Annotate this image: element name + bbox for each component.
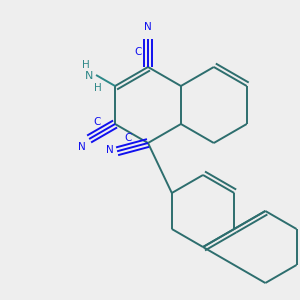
Text: N: N — [144, 22, 152, 32]
Text: N: N — [106, 145, 114, 155]
Text: N: N — [78, 142, 86, 152]
Text: H: H — [82, 60, 90, 70]
Text: C: C — [93, 117, 100, 127]
Text: H: H — [94, 83, 102, 93]
Text: C: C — [125, 133, 132, 143]
Text: C: C — [135, 47, 142, 57]
Text: N: N — [85, 71, 93, 81]
